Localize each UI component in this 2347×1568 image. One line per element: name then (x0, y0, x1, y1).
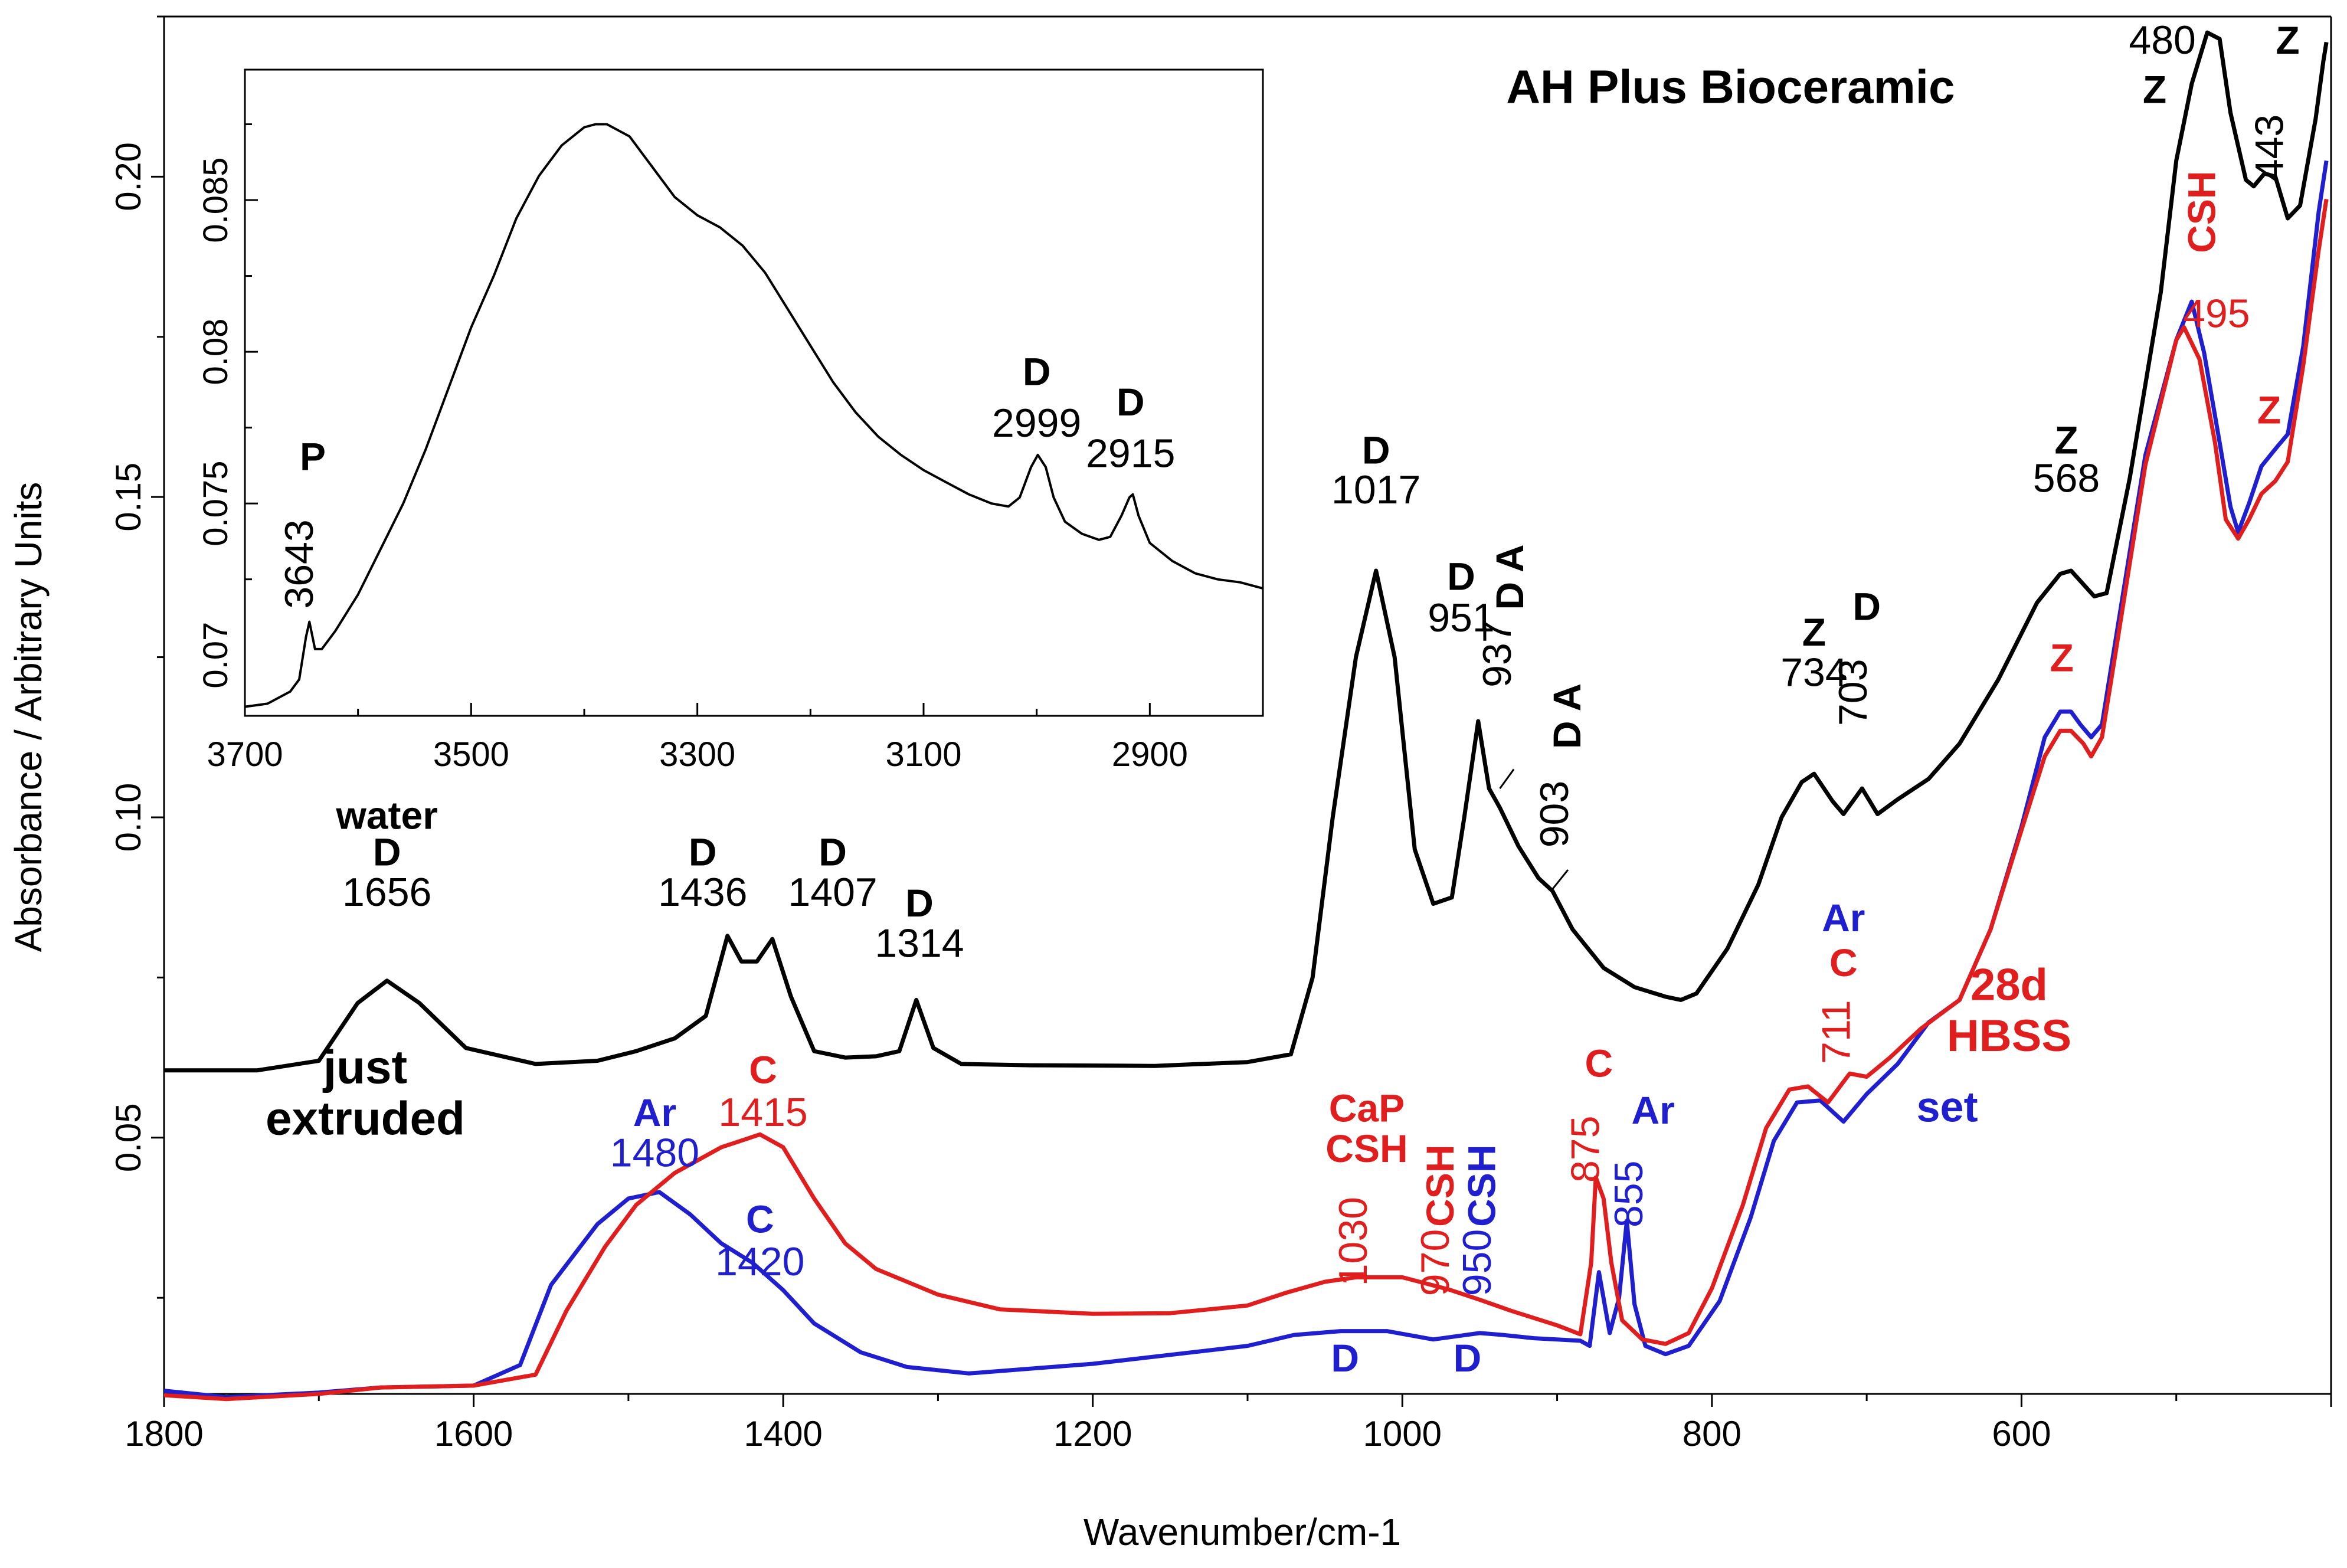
peak-label: extruded (266, 1092, 465, 1144)
main-plot: 1800 1600 1400 1200 1000 800 600 0.05 0.10 0.15 0.… (109, 15, 2332, 1454)
peak-label: 855 (1606, 1161, 1651, 1227)
inset-peak-label: 3643 (277, 519, 322, 608)
peak-label: 970 (1413, 1229, 1458, 1296)
inset-y-tick-label: 0.08 (197, 319, 235, 385)
series-set-line (163, 160, 2329, 1399)
peak-label: Z (2257, 388, 2281, 431)
peak-label: 1407 (788, 870, 877, 915)
x-tick-label: 800 (1682, 1414, 1742, 1454)
inset-series-line (244, 123, 1263, 708)
inset-peak-label: D (1117, 380, 1145, 424)
peak-label: 568 (2033, 456, 2100, 501)
y-tick-label: 0.10 (109, 783, 148, 852)
inset-x-tick-label: 3300 (659, 735, 735, 774)
peak-label: C (746, 1197, 774, 1240)
inset-frame (244, 68, 1264, 717)
leader-line-937 (1499, 768, 1515, 790)
x-tick-label: 1200 (1053, 1414, 1132, 1454)
peak-label: D (905, 881, 934, 925)
inset-plot: 3700 3500 3300 3100 2900 0.07 0.075 0.08 0.085 P 3… (197, 68, 1264, 774)
peak-label: Z (2054, 418, 2078, 461)
peak-label: 875 (1563, 1116, 1608, 1183)
x-tick-label: 1800 (125, 1414, 203, 1454)
peak-label: 1480 (610, 1131, 699, 1176)
inset-y-tick-label: 0.07 (197, 622, 235, 689)
peak-label: D A (1545, 683, 1589, 749)
peak-label: 495 (2183, 292, 2250, 336)
peak-label: 1017 (1331, 467, 1420, 512)
peak-label: 937 (1475, 620, 1520, 687)
x-tick-label: 1400 (744, 1414, 822, 1454)
peak-label: Z (2276, 18, 2299, 62)
inset-y-tick-label: 0.075 (197, 461, 235, 546)
x-tick-label: 600 (1992, 1414, 2051, 1454)
peak-label: 480 (2129, 18, 2195, 63)
inset-x-tick-label: 3100 (885, 735, 961, 774)
peak-label: D A (1488, 544, 1531, 610)
peak-label: 734 (1780, 650, 1847, 695)
peak-label: D (1331, 1336, 1359, 1380)
peak-label: D (819, 830, 847, 873)
peak-label: 1030 (1331, 1197, 1376, 1286)
inset-x-tick-label: 3700 (207, 735, 283, 774)
peak-label: Z (2143, 68, 2166, 112)
peak-label: CaP (1329, 1086, 1405, 1130)
y-tick-label: 0.20 (109, 142, 148, 211)
peak-label: 443 (2247, 114, 2292, 181)
peak-label: Ar (1822, 896, 1865, 940)
series-28d-hbss-line (163, 198, 2329, 1402)
peak-label: Ar (1632, 1088, 1675, 1132)
inset-y-tick-label: 0.085 (197, 157, 235, 243)
peak-label: CSH (1418, 1145, 1462, 1227)
peak-label: Ar (633, 1091, 676, 1134)
peak-label: CSH (1325, 1127, 1407, 1170)
peak-label: set (1917, 1084, 1978, 1131)
leader-line-903 (1551, 869, 1569, 890)
y-axis-label: Absorbance / Arbitrary Units (7, 482, 50, 952)
x-tick-label: 1600 (434, 1414, 513, 1454)
peak-label: C (1585, 1042, 1613, 1085)
peak-label: 1436 (658, 870, 747, 915)
peak-label: D (373, 830, 401, 873)
x-tick-label: 1000 (1363, 1414, 1442, 1454)
x-axis-label: Wavenumber/cm-1 (1084, 1511, 1401, 1553)
peak-label: CSH (1460, 1145, 1504, 1227)
y-tick-label: 0.15 (109, 463, 148, 532)
peak-label: 703 (1831, 659, 1875, 726)
peak-label: CSH (2179, 171, 2223, 253)
inset-x-tick-label: 2900 (1112, 735, 1188, 774)
series-just-extruded-line (164, 30, 2329, 1073)
peak-label: 1656 (342, 870, 431, 915)
peak-label: D (689, 830, 717, 873)
peak-label: 951 (1428, 595, 1494, 640)
inset-peak-label: D (1023, 350, 1051, 394)
peak-label: D (1447, 555, 1475, 598)
peak-label: D (1454, 1336, 1482, 1380)
peak-label: AH Plus Bioceramic (1506, 61, 1955, 113)
peak-label: Z (2050, 636, 2073, 679)
peak-label: 28d (1970, 960, 2048, 1010)
peak-label: just (322, 1040, 407, 1093)
peak-label: C (1829, 941, 1858, 984)
inset-peak-label: P (300, 435, 326, 479)
peak-label: 903 (1532, 781, 1577, 847)
inset-peak-label: 2999 (992, 401, 1081, 446)
peak-label: D (1362, 428, 1390, 472)
peak-label: water (335, 794, 437, 837)
peak-label: D (1852, 585, 1881, 628)
y-tick-label: 0.05 (109, 1103, 148, 1172)
inset-x-tick-label: 3500 (433, 735, 509, 774)
peak-label: 950 (1455, 1229, 1500, 1296)
peak-label: 1314 (875, 921, 964, 966)
peak-label: Z (1802, 610, 1826, 654)
peak-label: 1415 (718, 1090, 807, 1135)
peak-label: 711 (1814, 1000, 1858, 1063)
inset-peak-label: 2915 (1086, 431, 1175, 476)
peak-label: C (749, 1047, 777, 1091)
peak-label: 1420 (715, 1239, 804, 1284)
peak-label: HBSS (1947, 1011, 2071, 1061)
